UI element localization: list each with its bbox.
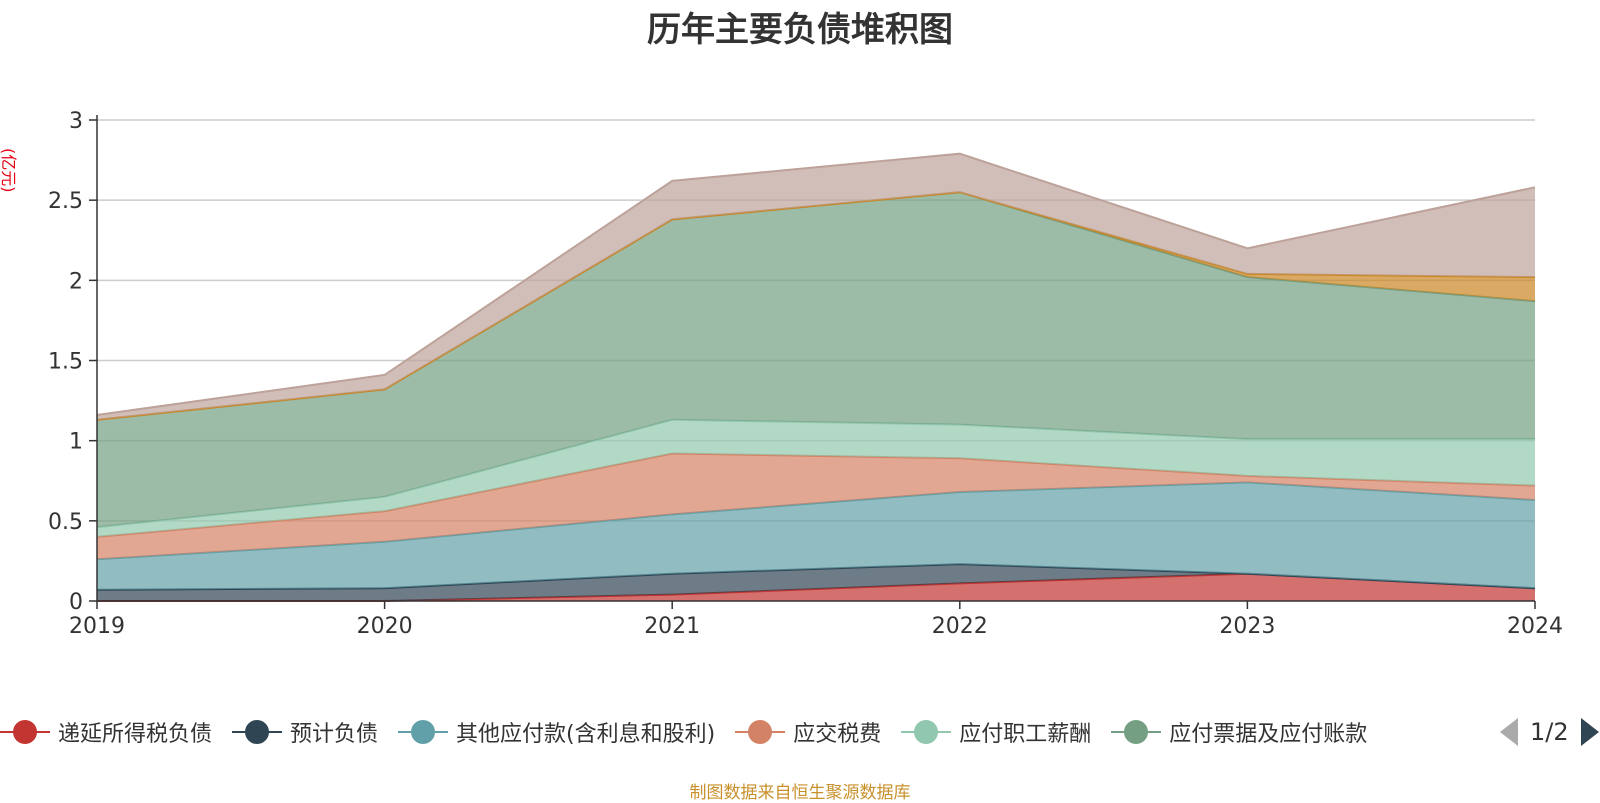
legend-item[interactable]: 应交税费 [735, 716, 881, 748]
legend-label: 应付票据及应付账款 [1169, 722, 1368, 747]
legend-label: 应交税费 [793, 722, 882, 747]
legend: 递延所得税负债 预计负债 其他应付款(含利息和股利) 应交税费 应付职工薪酬 应付票据及应… [0, 712, 1600, 752]
y-tick-label: 1.5 [48, 350, 83, 375]
area-series-0[interactable] [97, 573, 1535, 601]
y-tick-label: 0.5 [48, 510, 83, 535]
legend-prev-page-icon[interactable] [1500, 718, 1518, 746]
axes: 0 0.5 1 1.5 2 2.5 3 2019 2020 2021 2022 2023 2024 [48, 109, 1563, 639]
legend-item[interactable]: 预计负债 [232, 716, 378, 748]
legend-marker-icon [0, 719, 50, 745]
x-tick-label: 2020 [357, 614, 413, 639]
area-series-1[interactable] [97, 564, 1535, 601]
source-note: 制图数据来自恒生聚源数据库 [689, 783, 911, 803]
x-tick-label: 2023 [1219, 614, 1275, 639]
stacked-areas [96, 152, 1536, 602]
legend-marker-icon [398, 719, 449, 745]
y-tick-label: 1 [69, 430, 83, 455]
legend-marker-icon [232, 719, 283, 745]
legend-label: 递延所得税负债 [58, 722, 213, 747]
legend-marker-icon [901, 719, 952, 745]
y-tick-label: 2.5 [48, 189, 83, 214]
area-series-4[interactable] [97, 419, 1535, 537]
y-tick-label: 3 [69, 109, 83, 134]
x-tick-label: 2021 [644, 614, 700, 639]
chart-title: 历年主要负债堆积图 [647, 10, 953, 50]
area-series-5[interactable] [97, 192, 1535, 528]
legend-marker-icon [1111, 719, 1162, 745]
x-tick-label: 2019 [69, 614, 125, 639]
legend-item[interactable]: 应付职工薪酬 [901, 716, 1091, 748]
legend-label: 应付职工薪酬 [959, 722, 1092, 747]
legend-item[interactable]: 其他应付款(含利息和股利) [398, 716, 715, 748]
legend-marker-icon [735, 719, 786, 745]
legend-item[interactable]: 递延所得税负债 [0, 716, 212, 748]
legend-label: 其他应付款(含利息和股利) [456, 722, 716, 747]
area-series-3[interactable] [97, 453, 1535, 560]
x-tick-label: 2022 [932, 614, 988, 639]
legend-page-indicator: 1/2 [1530, 718, 1569, 746]
y-tick-label: 2 [69, 269, 83, 294]
y-tick-label: 0 [69, 590, 83, 615]
legend-label: 预计负债 [290, 722, 379, 747]
chart-area: 0 0.5 1 1.5 2 2.5 3 2019 2020 2021 2022 2023 2024 [48, 109, 1563, 639]
legend-item[interactable]: 应付票据及应付账款 [1111, 716, 1367, 748]
legend-next-page-icon[interactable] [1580, 718, 1599, 746]
legend-pager: 1/2 [1500, 712, 1599, 752]
area-series-line-7 [96, 152, 1536, 416]
x-tick-label: 2024 [1507, 614, 1563, 639]
area-series-2[interactable] [97, 482, 1535, 590]
